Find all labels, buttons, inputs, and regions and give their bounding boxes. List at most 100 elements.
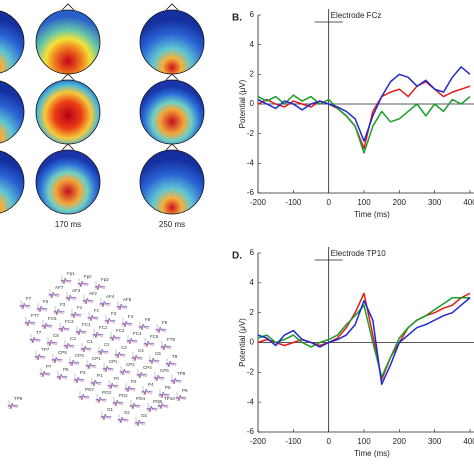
electrode-label: FC3	[65, 319, 74, 324]
electrode-trace	[99, 300, 111, 308]
electrode-label: F5	[43, 299, 49, 304]
electrode-label: AF7	[55, 285, 64, 290]
y-tick-label: 0	[250, 338, 255, 347]
electrode-label: T7	[36, 330, 42, 335]
topo-map	[35, 79, 101, 145]
electrode-trace	[61, 278, 72, 285]
electrode-trace	[126, 337, 138, 345]
electrode-label: FC4	[133, 331, 142, 336]
electrode-label: CP6	[160, 368, 169, 373]
electrode-trace	[73, 376, 85, 384]
electrode-trace	[40, 371, 51, 378]
electrode-trace	[103, 366, 114, 373]
electrode-trace	[137, 372, 148, 379]
electrode-trace	[138, 323, 150, 331]
electrode-trace	[49, 292, 60, 299]
electrode-layout: Fp1 Fpz Fp2 AF7 AF3 AFz AF4 AF8 F7 F5 F3 F1 Fz F2 F4 F6…	[7, 271, 188, 427]
y-tick-label: -4	[247, 158, 255, 167]
panel-label: B.	[232, 13, 242, 24]
electrode-trace	[74, 377, 85, 384]
electrode-label: TP8	[177, 371, 186, 376]
electrode-label: PO7	[85, 387, 95, 392]
y-axis-label: Potential (μV)	[238, 318, 247, 367]
chart-title: Electrode FCz	[331, 11, 382, 20]
electrode-trace	[98, 349, 109, 356]
electrode-trace	[171, 378, 182, 385]
electrode-trace	[161, 344, 172, 351]
electrode-label: AF8	[123, 297, 132, 302]
electrode-label: C5	[53, 333, 59, 338]
electrode-label: AF4	[106, 294, 115, 299]
electrode-trace	[116, 303, 128, 311]
electrode-label: P1	[97, 373, 103, 378]
series-line	[257, 297, 470, 378]
electrode-label: Pz	[114, 376, 120, 381]
electrode-trace	[114, 351, 126, 359]
x-tick-label: 0	[326, 437, 331, 446]
electrode-trace	[85, 362, 97, 370]
electrode-trace	[153, 374, 165, 382]
electrode-trace	[58, 325, 70, 333]
electrode-trace	[52, 357, 63, 364]
electrode-label: F6	[145, 317, 151, 322]
electrode-trace	[95, 396, 107, 404]
y-axis-label: Potential (μV)	[238, 79, 247, 128]
topo-label: 170 ms	[55, 220, 81, 229]
electrode-trace	[48, 291, 60, 299]
electrode-label: FC5	[48, 316, 57, 321]
panel-label: D.	[232, 251, 242, 262]
electrode-trace	[113, 400, 124, 407]
series-line	[257, 297, 471, 386]
x-axis-label: Time (ms)	[354, 449, 390, 458]
electrode-trace	[141, 388, 153, 396]
electrode-trace	[8, 403, 19, 410]
electrode-trace	[36, 305, 48, 313]
electrode-trace	[146, 405, 158, 413]
electrode-trace	[94, 283, 106, 291]
electrode-trace	[91, 380, 102, 387]
electrode-trace	[86, 363, 97, 370]
electrode-trace	[139, 324, 150, 331]
electrode-label: FT8	[167, 337, 175, 342]
electrode-trace	[117, 304, 128, 311]
electrode-trace	[110, 335, 121, 342]
electrode-trace	[149, 358, 160, 365]
x-tick-label: 200	[393, 198, 407, 207]
series-line	[257, 66, 471, 142]
electrode-label: C1	[87, 339, 93, 344]
electrode-trace	[131, 354, 143, 362]
x-axis-label: Time (ms)	[354, 210, 390, 219]
electrode-trace	[77, 280, 89, 288]
topo-map	[35, 9, 101, 75]
electrode-trace	[157, 402, 169, 410]
electrode-trace	[42, 323, 53, 330]
electrode-trace	[100, 301, 111, 308]
electrode-label: Fpz	[84, 274, 92, 279]
x-tick-label: -200	[250, 437, 267, 446]
electrode-label: PO3	[102, 390, 112, 395]
x-tick-label: 400	[463, 198, 474, 207]
topo-label: 250 ms	[159, 220, 185, 229]
electrode-trace	[82, 297, 94, 305]
x-tick-label: 100	[357, 437, 371, 446]
electrode-label: F7	[26, 296, 32, 301]
y-tick-label: 6	[250, 10, 255, 19]
electrode-label: C6	[155, 351, 161, 356]
electrode-trace	[148, 357, 160, 365]
electrode-trace	[102, 365, 114, 373]
electrode-trace	[92, 331, 104, 339]
electrode-label: AFz	[89, 291, 98, 296]
electrode-trace	[69, 360, 80, 367]
electrode-trace	[158, 403, 169, 410]
electrode-trace	[87, 314, 99, 322]
electrode-label: F8	[162, 320, 168, 325]
electrode-label: C4	[138, 348, 144, 353]
electrode-label: P2	[131, 379, 137, 384]
electrode-trace	[34, 353, 46, 361]
y-tick-label: -4	[247, 397, 255, 406]
electrode-trace	[30, 337, 41, 344]
electrode-label: FC6	[150, 334, 159, 339]
electrode-trace	[7, 402, 19, 410]
x-tick-label: 400	[463, 437, 474, 446]
